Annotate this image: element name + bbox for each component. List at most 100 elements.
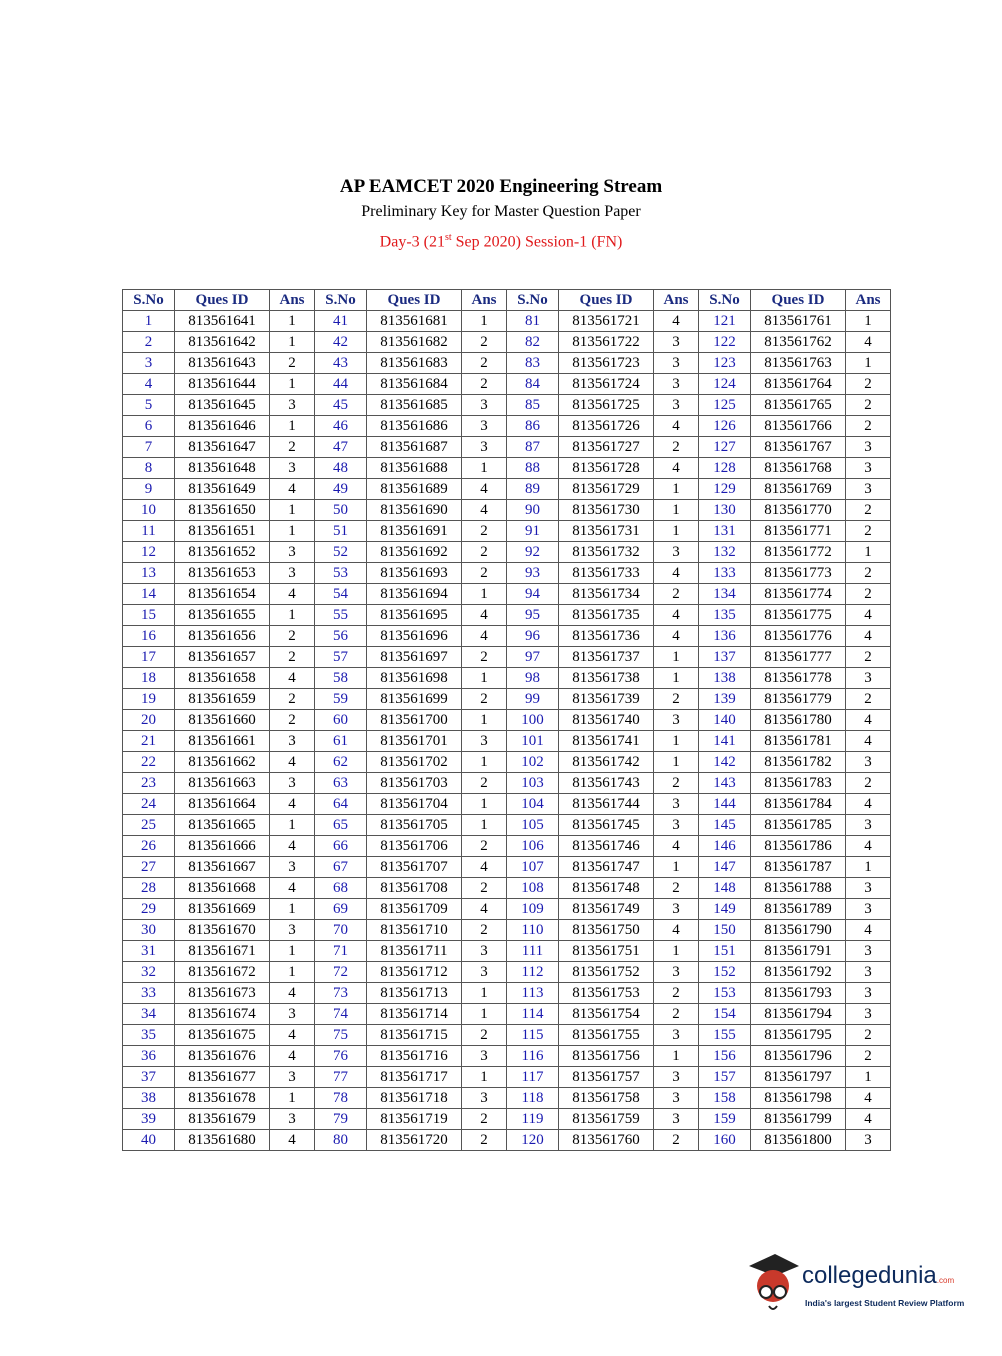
answer-cell: 1: [461, 457, 507, 479]
serial-cell: 74: [314, 1003, 367, 1025]
question-id-cell: 813561765: [750, 394, 846, 416]
table-row: 24 813561664 4 64 813561704 1 104 813561744 3 144…: [122, 793, 891, 815]
answer-cell: 1: [653, 499, 699, 521]
serial-cell: 91: [506, 520, 559, 542]
question-id-cell: 813561651: [174, 520, 270, 542]
question-id-cell: 813561732: [558, 541, 654, 563]
question-id-cell: 813561758: [558, 1087, 654, 1109]
question-id-cell: 813561772: [750, 541, 846, 563]
column-header: S.No: [698, 289, 751, 311]
question-id-cell: 813561738: [558, 667, 654, 689]
serial-cell: 110: [506, 919, 559, 941]
serial-cell: 135: [698, 604, 751, 626]
answer-cell: 4: [461, 499, 507, 521]
question-id-cell: 813561694: [366, 583, 462, 605]
answer-cell: 4: [269, 835, 315, 857]
answer-cell: 2: [461, 1024, 507, 1046]
answer-cell: 4: [269, 1024, 315, 1046]
question-id-cell: 813561760: [558, 1129, 654, 1151]
serial-cell: 47: [314, 436, 367, 458]
answer-cell: 3: [653, 331, 699, 353]
answer-cell: 3: [653, 1066, 699, 1088]
table-row: 23 813561663 3 63 813561703 2 103 813561743 2 143…: [122, 772, 891, 794]
answer-cell: 2: [461, 541, 507, 563]
answer-cell: 2: [269, 646, 315, 668]
serial-cell: 100: [506, 709, 559, 731]
question-id-cell: 813561763: [750, 352, 846, 374]
serial-cell: 11: [122, 520, 175, 542]
table-row: 31 813561671 1 71 813561711 3 111 813561751 1 151…: [122, 940, 891, 962]
question-id-cell: 813561746: [558, 835, 654, 857]
question-id-cell: 813561692: [366, 541, 462, 563]
answer-cell: 3: [461, 730, 507, 752]
serial-cell: 66: [314, 835, 367, 857]
question-id-cell: 813561679: [174, 1108, 270, 1130]
answer-cell: 4: [269, 667, 315, 689]
answer-cell: 1: [653, 751, 699, 773]
question-id-cell: 813561759: [558, 1108, 654, 1130]
question-id-cell: 813561704: [366, 793, 462, 815]
answer-cell: 3: [461, 961, 507, 983]
table-row: 30 813561670 3 70 813561710 2 110 813561750 4 150…: [122, 919, 891, 941]
question-id-cell: 813561717: [366, 1066, 462, 1088]
serial-cell: 1: [122, 310, 175, 332]
question-id-cell: 813561703: [366, 772, 462, 794]
question-id-cell: 813561682: [366, 331, 462, 353]
serial-cell: 58: [314, 667, 367, 689]
serial-cell: 102: [506, 751, 559, 773]
table-row: 4 813561644 1 44 813561684 2 84 813561724 3 124 81…: [122, 373, 891, 395]
answer-cell: 3: [461, 436, 507, 458]
question-id-cell: 813561663: [174, 772, 270, 794]
serial-cell: 53: [314, 562, 367, 584]
answer-cell: 4: [653, 415, 699, 437]
answer-cell: 1: [461, 583, 507, 605]
answer-cell: 1: [269, 415, 315, 437]
answer-cell: 1: [845, 352, 891, 374]
serial-cell: 43: [314, 352, 367, 374]
question-id-cell: 813561677: [174, 1066, 270, 1088]
question-id-cell: 813561786: [750, 835, 846, 857]
serial-cell: 15: [122, 604, 175, 626]
question-id-cell: 813561689: [366, 478, 462, 500]
serial-cell: 95: [506, 604, 559, 626]
question-id-cell: 813561681: [366, 310, 462, 332]
question-id-cell: 813561720: [366, 1129, 462, 1151]
answer-cell: 2: [845, 688, 891, 710]
question-id-cell: 813561770: [750, 499, 846, 521]
answer-cell: 2: [653, 1003, 699, 1025]
question-id-cell: 813561680: [174, 1129, 270, 1151]
question-id-cell: 813561650: [174, 499, 270, 521]
question-id-cell: 813561656: [174, 625, 270, 647]
table-body: 1 813561641 1 41 813561681 1 81 813561721 4 121 81…: [122, 310, 891, 1151]
serial-cell: 41: [314, 310, 367, 332]
question-id-cell: 813561664: [174, 793, 270, 815]
question-id-cell: 813561673: [174, 982, 270, 1004]
serial-cell: 154: [698, 1003, 751, 1025]
table-row: 28 813561668 4 68 813561708 2 108 813561748 2 148…: [122, 877, 891, 899]
serial-cell: 107: [506, 856, 559, 878]
question-id-cell: 813561778: [750, 667, 846, 689]
answer-cell: 3: [269, 1003, 315, 1025]
question-id-cell: 813561768: [750, 457, 846, 479]
question-id-cell: 813561643: [174, 352, 270, 374]
question-id-cell: 813561699: [366, 688, 462, 710]
answer-cell: 1: [845, 310, 891, 332]
answer-cell: 4: [845, 730, 891, 752]
answer-cell: 4: [269, 793, 315, 815]
question-id-cell: 813561696: [366, 625, 462, 647]
question-id-cell: 813561655: [174, 604, 270, 626]
answer-cell: 4: [653, 310, 699, 332]
serial-cell: 92: [506, 541, 559, 563]
answer-cell: 4: [653, 604, 699, 626]
question-id-cell: 813561715: [366, 1024, 462, 1046]
serial-cell: 142: [698, 751, 751, 773]
question-id-cell: 813561794: [750, 1003, 846, 1025]
answer-cell: 4: [845, 604, 891, 626]
answer-cell: 1: [461, 793, 507, 815]
question-id-cell: 813561788: [750, 877, 846, 899]
question-id-cell: 813561747: [558, 856, 654, 878]
question-id-cell: 813561683: [366, 352, 462, 374]
question-id-cell: 813561740: [558, 709, 654, 731]
serial-cell: 69: [314, 898, 367, 920]
answer-cell: 4: [653, 919, 699, 941]
